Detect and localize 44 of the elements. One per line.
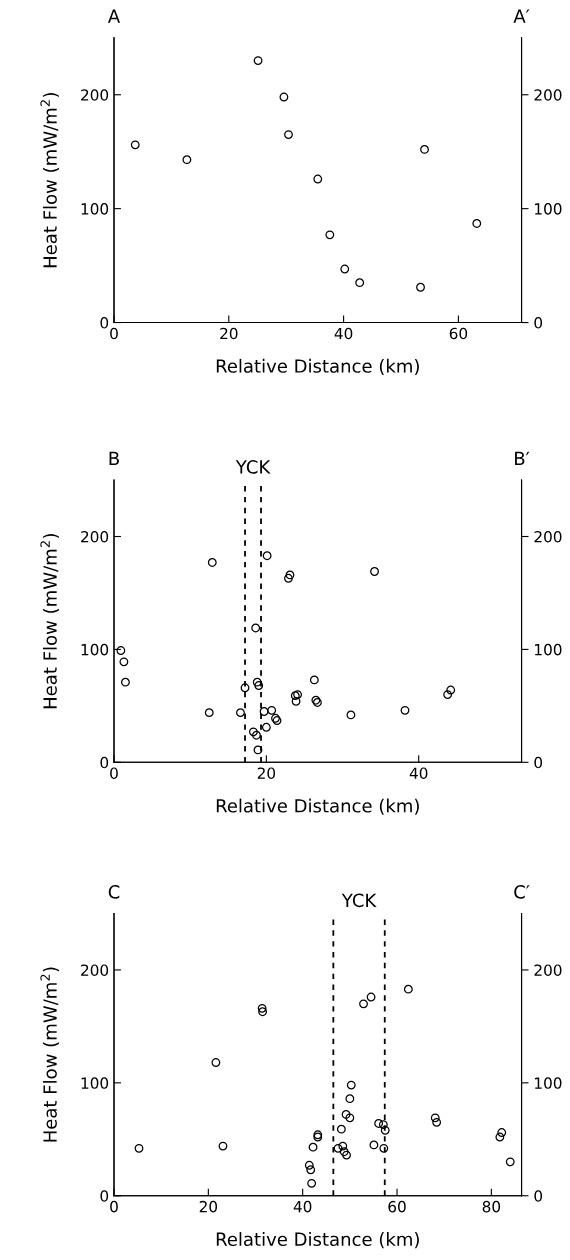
x-axis-title: Relative Distance (km) — [216, 358, 419, 375]
y2-tick-label: 0 — [534, 1190, 543, 1202]
x-tick-label: 20 — [199, 1200, 218, 1213]
y-tick-label: 200 — [81, 964, 109, 976]
y-axis-title: Heat Flow (mW/m$^{2}$) — [40, 967, 60, 1142]
y-axis-title: Heat Flow (mW/m$^{2}$) — [40, 93, 60, 268]
text: B — [109, 451, 119, 466]
y-tick-label: 0 — [100, 317, 109, 329]
y-tick-label: 100 — [81, 1077, 109, 1089]
text: B′ — [515, 451, 530, 466]
x-tick-label: 60 — [449, 327, 468, 340]
x-tick-label: 0 — [110, 1200, 118, 1213]
y-tick-label: 100 — [81, 643, 109, 656]
text: A′ — [513, 9, 530, 23]
y2-tick-label: 100 — [535, 1077, 562, 1089]
y2-tick-label: 200 — [534, 964, 562, 976]
x-tick-label: 0 — [110, 767, 118, 779]
x-tick-label: 20 — [220, 327, 238, 340]
text: A — [107, 9, 121, 23]
y-tick-label: 100 — [81, 203, 109, 215]
x-tick-label: 80 — [482, 1200, 501, 1213]
x-axis-title: Relative Distance (km) — [216, 1232, 419, 1249]
text: YCK — [341, 893, 377, 908]
x-axis-title: Relative Distance (km) — [216, 798, 419, 815]
x-tick-label: 60 — [388, 1200, 406, 1213]
text: YCK — [235, 460, 271, 474]
y-axis-title: Heat Flow (mW/m$^{2}$) — [40, 534, 60, 709]
y2-tick-label: 100 — [535, 643, 562, 656]
x-tick-label: 0 — [110, 327, 118, 340]
y-tick-label: 200 — [81, 530, 109, 543]
y-tick-label: 0 — [100, 1190, 109, 1202]
y2-tick-label: 200 — [534, 89, 562, 101]
y-tick-label: 0 — [100, 756, 109, 769]
y-tick-label: 200 — [81, 89, 109, 101]
y2-tick-label: 100 — [535, 203, 562, 215]
x-tick-label: 40 — [409, 767, 428, 779]
y2-tick-label: 200 — [534, 530, 562, 543]
text: C′ — [514, 885, 530, 899]
text: C — [108, 885, 120, 899]
x-tick-label: 40 — [293, 1200, 312, 1213]
x-tick-label: 20 — [257, 767, 276, 779]
x-tick-label: 40 — [334, 327, 353, 340]
y2-tick-label: 0 — [534, 756, 543, 769]
y2-tick-label: 0 — [534, 317, 543, 329]
